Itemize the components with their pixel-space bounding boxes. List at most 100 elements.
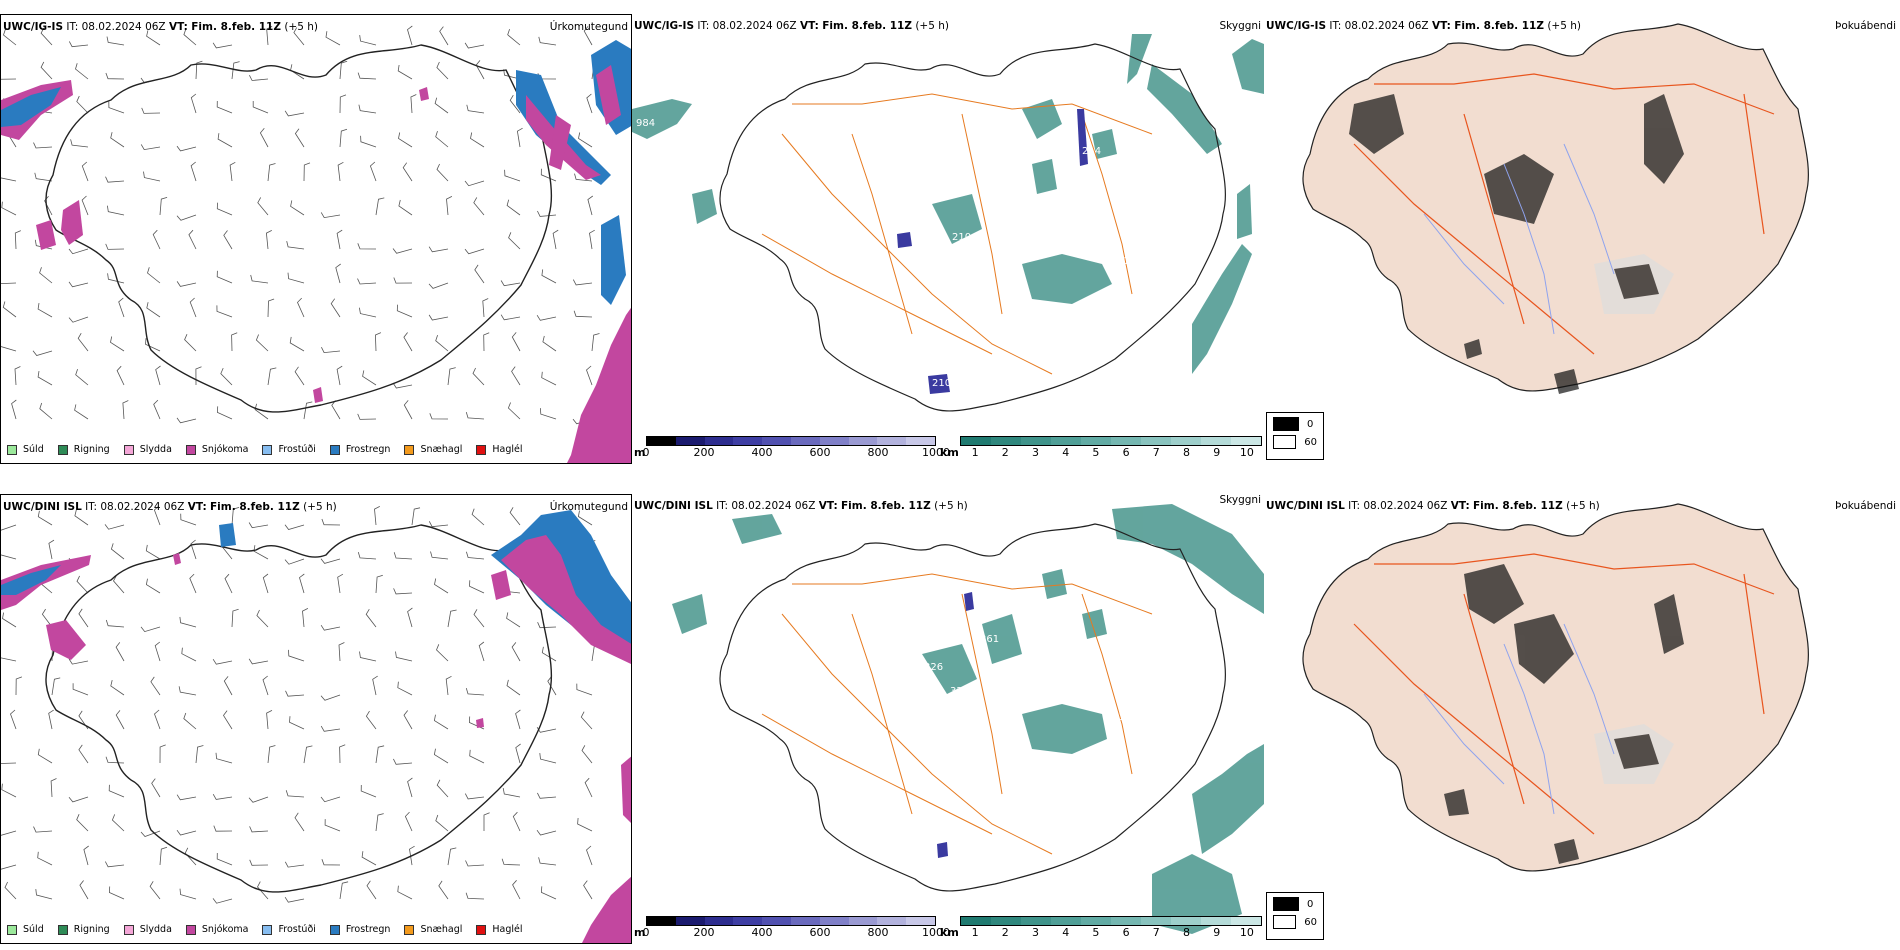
fog-legend-swatch: [1273, 417, 1299, 431]
wind-barbs: [1, 505, 601, 904]
ceiling-ticks: 0 200 400 600 800 1000: [643, 926, 951, 940]
legend-swatch: [404, 444, 415, 455]
visibility-map-row2: 361 326 326 210: [672, 504, 1264, 934]
wind-barb: [297, 297, 305, 318]
wind-barb: [37, 303, 53, 318]
wind-barb: [259, 128, 269, 148]
wind-barb: [541, 371, 557, 386]
wind-barb: [430, 551, 449, 560]
wind-barb: [584, 777, 593, 798]
legend-swatch: [7, 924, 17, 935]
colorbar-cell: [675, 437, 705, 445]
precip-map-row2: [1, 505, 631, 943]
wind-barb: [262, 573, 269, 594]
wind-barb: [122, 400, 129, 420]
wind-barb: [436, 61, 449, 80]
wind-barb: [176, 145, 197, 152]
panel-type-fog-row1: Þokuábendi: [1835, 20, 1896, 32]
wind-barb: [143, 171, 161, 182]
wind-barb: [325, 31, 341, 46]
wind-barb: [1, 830, 17, 836]
colorbar-tick: 400: [751, 446, 773, 459]
wind-barb: [536, 829, 557, 836]
wind-barb: [189, 573, 197, 594]
colorbar-tick: 6: [1122, 446, 1130, 459]
legend-label: Haglél: [492, 924, 523, 935]
wind-barb: [320, 694, 341, 701]
wind-barb: [104, 524, 125, 530]
wind-barb: [506, 199, 521, 216]
wind-barb: [321, 347, 341, 354]
legend-item: Snjókoma: [185, 444, 248, 455]
wind-barb: [2, 301, 17, 318]
wind-barb: [435, 814, 449, 832]
visibility-panel-row2: 361 326 326 210 UWC/DINI ISL IT: 08.02.2…: [632, 494, 1264, 944]
wind-barb: [465, 411, 485, 420]
colorbar-cell: [647, 437, 676, 445]
wind-barb: [409, 845, 415, 866]
wind-barb: [145, 338, 161, 352]
colorbar-cell: [848, 917, 878, 925]
wind-barb: [190, 161, 197, 182]
vis-ticks: 1 2 3 4 5 6 7 8 9 10: [960, 446, 1262, 460]
wind-barb: [81, 195, 89, 216]
legend-swatch: [185, 444, 196, 455]
wind-barb: [1, 783, 17, 798]
wind-barb: [289, 716, 305, 730]
wind-barb: [224, 573, 233, 594]
wind-barb: [407, 25, 413, 46]
wind-barb: [504, 169, 521, 182]
wind-barb: [1, 657, 17, 662]
wind-barb: [358, 104, 377, 114]
colorbar-cell: [877, 437, 907, 445]
wind-barb: [404, 811, 413, 832]
colorbar-tick: 1: [971, 446, 979, 459]
ceiling-unit-row1: m: [634, 446, 646, 459]
wind-barb: [253, 545, 269, 560]
fog-legend-item: 60: [1273, 435, 1317, 449]
wind-barb: [511, 332, 521, 352]
wind-barb: [141, 107, 161, 114]
wind-barb: [110, 336, 125, 352]
wind-barb: [289, 336, 305, 352]
wind-barb: [288, 649, 305, 662]
fog-legend-row1: 0 60: [1266, 412, 1324, 460]
wind-barb: [190, 93, 197, 114]
wind-barb: [75, 368, 89, 386]
wind-barb: [147, 267, 161, 284]
colorbar-cell: [1051, 437, 1081, 445]
wind-barb: [508, 232, 521, 250]
wind-barb: [577, 817, 593, 832]
vis-label: 210: [932, 378, 951, 389]
colorbar-cell: [762, 437, 791, 445]
wind-barb: [447, 609, 457, 628]
vis-unit-row2: km: [940, 926, 959, 939]
wind-barb: [216, 406, 233, 420]
wind-barb: [393, 552, 413, 560]
wind-barb: [212, 658, 233, 665]
wind-barb: [436, 779, 449, 798]
wind-barb: [153, 399, 161, 420]
wind-barb: [473, 197, 485, 216]
wind-barb: [294, 128, 305, 148]
colorbar-cell: [1231, 917, 1261, 925]
wind-barb: [111, 814, 125, 832]
wind-barb: [223, 230, 233, 250]
wind-barb: [483, 812, 490, 831]
roads: [1353, 73, 1775, 355]
wind-barb: [536, 726, 557, 733]
wind-barb: [475, 60, 485, 80]
wind-barb: [511, 642, 521, 662]
colorbar-cell: [704, 917, 734, 925]
wind-barb: [223, 710, 233, 730]
ceiling-colorbar: [646, 436, 936, 446]
legend-label: Snæhagl: [420, 444, 463, 455]
legend-swatch: [329, 444, 340, 455]
wind-barb: [212, 794, 233, 800]
wind-barb: [2, 612, 17, 628]
wind-barb: [507, 402, 521, 420]
wind-barb: [290, 200, 305, 216]
ceiling-unit-row2: m: [634, 926, 646, 939]
colorbar-tick: 10: [1239, 446, 1254, 459]
colorbar-cell: [1141, 917, 1171, 925]
